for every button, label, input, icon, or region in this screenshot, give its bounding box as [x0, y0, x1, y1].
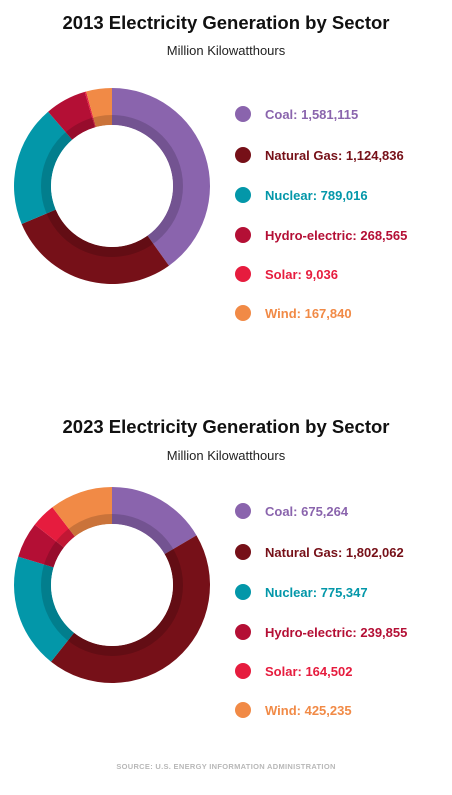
legend-item-natural-gas: Natural Gas: 1,124,836 — [235, 146, 404, 164]
legend-swatch — [235, 147, 251, 163]
legend-swatch — [235, 544, 251, 560]
legend-label: Nuclear: 789,016 — [265, 187, 368, 203]
donut-hole — [51, 524, 173, 646]
legend-item-coal: Coal: 675,264 — [235, 502, 348, 520]
legend-item-solar: Solar: 164,502 — [235, 662, 352, 680]
donut-slice-nuclear — [14, 111, 73, 224]
source-note: SOURCE: U.S. ENERGY INFORMATION ADMINIST… — [116, 762, 336, 771]
donut-slice-solar — [34, 507, 75, 548]
donut-chart — [14, 88, 210, 284]
legend-swatch — [235, 584, 251, 600]
chart-panel-2023: 2023 Electricity Generation by Sector Mi… — [0, 405, 452, 750]
chart-title: 2023 Electricity Generation by Sector — [62, 416, 390, 437]
legend-swatch — [235, 624, 251, 640]
legend-swatch — [235, 663, 251, 679]
legend-item-wind: Wind: 167,840 — [235, 304, 352, 322]
donut-inner-shade — [41, 115, 183, 257]
legend-item-coal: Coal: 1,581,115 — [235, 105, 358, 123]
legend-swatch — [235, 187, 251, 203]
donut-slice-nuclear — [13, 556, 75, 662]
donut-slice-wind — [52, 487, 112, 537]
legend-label: Solar: 9,036 — [265, 266, 338, 282]
donut-slice-wind — [86, 88, 112, 128]
legend-label: Coal: 1,581,115 — [265, 106, 359, 122]
legend-item-hydro-electric: Hydro-electric: 268,565 — [235, 226, 407, 244]
donut-slice-natural-gas — [21, 209, 169, 284]
chart-subtitle: Million Kilowatthours — [166, 43, 286, 58]
legend-label: Solar: 164,502 — [265, 663, 353, 679]
legend-label: Hydro-electric: 239,855 — [265, 624, 408, 640]
donut-slice-solar — [84, 91, 96, 128]
legend-swatch — [235, 305, 251, 321]
donut-chart — [13, 487, 210, 683]
chart-subtitle: Million Kilowatthours — [166, 448, 286, 463]
donut-slice-natural-gas — [51, 535, 210, 683]
legend-label: Hydro-electric: 268,565 — [265, 227, 408, 243]
legend-item-hydro-electric: Hydro-electric: 239,855 — [235, 623, 407, 641]
legend-label: Wind: 167,840 — [265, 305, 352, 321]
donut-slice-coal — [112, 88, 210, 266]
chart-title: 2013 Electricity Generation by Sector — [62, 12, 390, 33]
legend-swatch — [235, 503, 251, 519]
donut-slice-coal — [112, 487, 197, 555]
legend-item-nuclear: Nuclear: 789,016 — [235, 186, 368, 204]
legend-swatch — [235, 227, 251, 243]
legend-item-wind: Wind: 425,235 — [235, 701, 352, 719]
donut-hole — [51, 125, 173, 247]
legend-label: Coal: 675,264 — [265, 503, 349, 519]
legend-item-natural-gas: Natural Gas: 1,802,062 — [235, 543, 404, 561]
donut-slice-hydro — [48, 91, 96, 140]
legend-swatch — [235, 106, 251, 122]
chart-panel-2013: 2013 Electricity Generation by Sector Mi… — [0, 0, 452, 390]
legend-swatch — [235, 266, 251, 282]
donut-slice-hydro — [18, 524, 64, 568]
donut-inner-shade — [41, 514, 183, 656]
legend-item-nuclear: Nuclear: 775,347 — [235, 583, 368, 601]
legend-item-solar: Solar: 9,036 — [235, 265, 338, 283]
legend-label: Natural Gas: 1,124,836 — [265, 147, 404, 163]
legend-label: Natural Gas: 1,802,062 — [265, 544, 404, 560]
legend-label: Wind: 425,235 — [265, 702, 352, 718]
legend-swatch — [235, 702, 251, 718]
legend-label: Nuclear: 775,347 — [265, 584, 368, 600]
